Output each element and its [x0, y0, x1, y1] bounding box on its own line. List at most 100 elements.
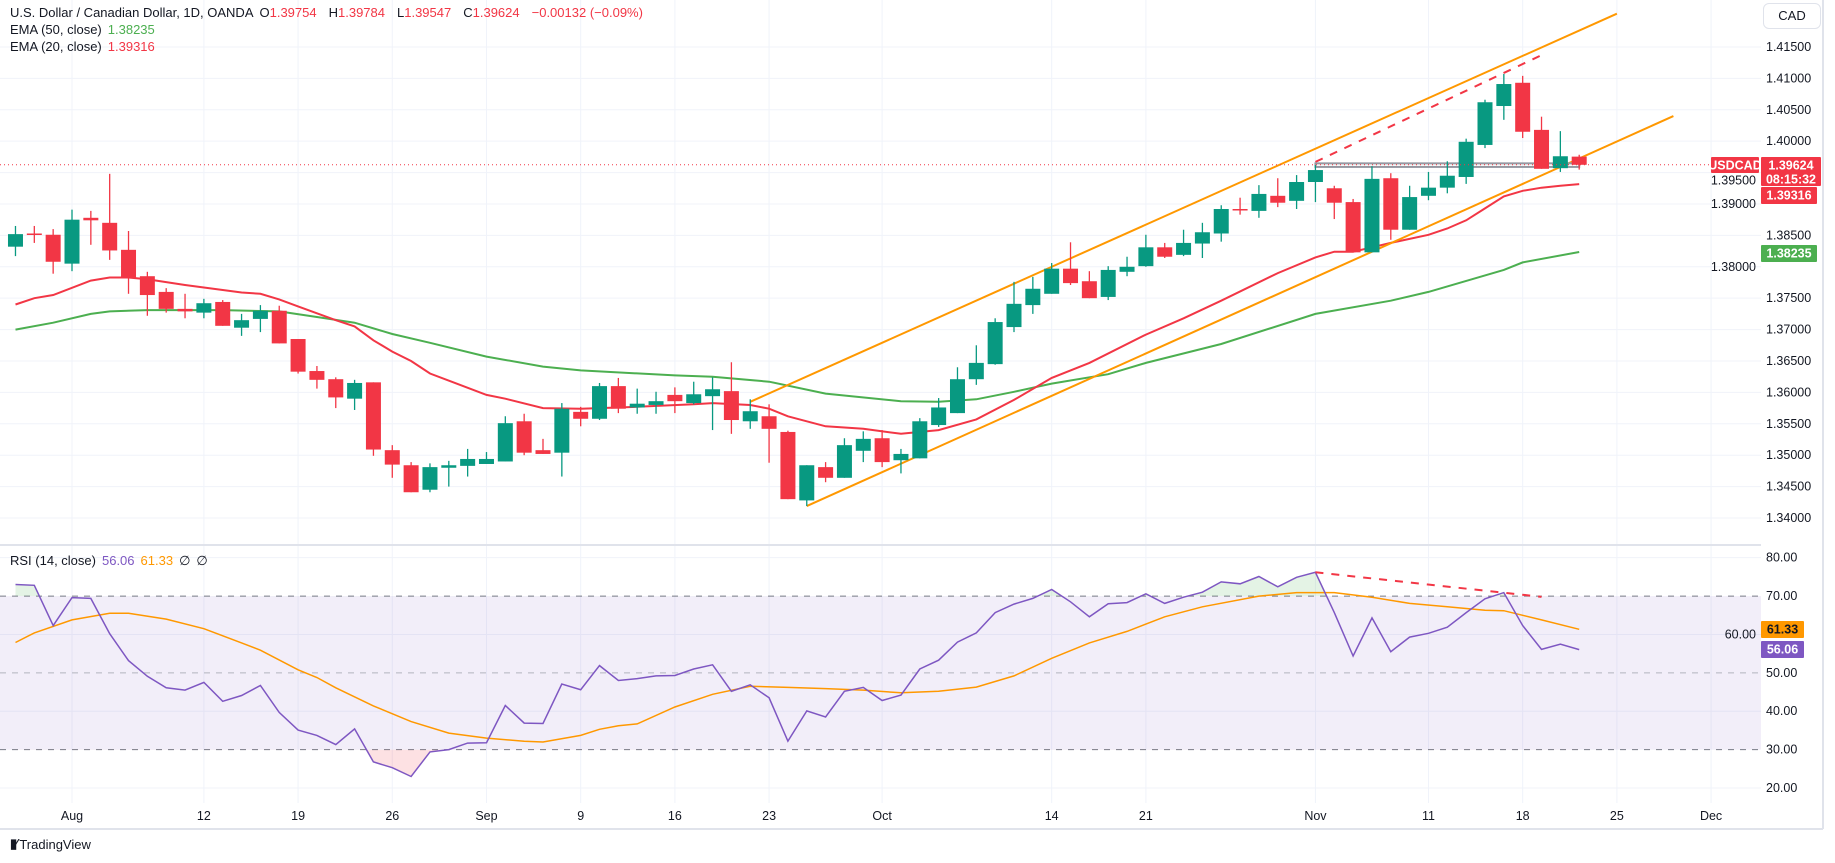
candle-body: [1496, 84, 1512, 107]
close-label: C: [463, 5, 473, 20]
candle-body: [893, 453, 909, 461]
close-value: C1.39624: [463, 5, 525, 20]
time-tick-label: 11: [1422, 809, 1435, 823]
candle-body: [1157, 247, 1173, 257]
time-axis: Aug 12 19 26 Sep 9 16 23 Oct 14 21 Nov 11 18 25 Dec: [61, 809, 1722, 823]
candle-body: [987, 322, 1003, 365]
candle-body: [309, 371, 325, 380]
candle: [384, 445, 400, 478]
candle-body: [328, 379, 344, 398]
candle-body: [45, 234, 61, 262]
candle: [403, 462, 419, 493]
candle-body: [723, 391, 739, 421]
candle: [1119, 256, 1135, 277]
candle: [987, 318, 1003, 365]
candle-body: [1515, 82, 1531, 132]
candle-body: [516, 421, 532, 453]
ema50-line: [15, 251, 1580, 403]
symbol-price-tag-box: [1711, 157, 1759, 173]
candle-body: [705, 389, 721, 397]
candle: [1100, 266, 1116, 301]
ema50-axis-label[interactable]: 1.38235: [1761, 245, 1817, 262]
price-tick-label: 1.39000: [1711, 197, 1756, 211]
low-label: L: [397, 5, 405, 20]
candle: [290, 339, 306, 374]
candle-body: [1251, 193, 1267, 211]
ema50-legend[interactable]: EMA (50, close) 1.38235: [10, 22, 161, 38]
symbol-legend: U.S. Dollar / Canadian Dollar, 1D, OANDA…: [10, 5, 649, 21]
rsi-tick-label: 40.00: [1766, 704, 1797, 718]
price-tick-label: 1.34000: [1766, 511, 1811, 525]
time-tick-label: 23: [762, 809, 776, 823]
ema20-axis-label[interactable]: 1.39316: [1761, 187, 1817, 204]
candle: [328, 377, 344, 409]
candle: [1439, 161, 1455, 194]
ema20-legend[interactable]: EMA (20, close) 1.39316: [10, 39, 161, 55]
candle-body: [1081, 281, 1097, 299]
candle-body: [1364, 178, 1380, 253]
rsi-axis-label[interactable]: 56.06: [1761, 641, 1804, 658]
candle: [347, 379, 363, 410]
candle-body: [83, 217, 99, 221]
candle-body: [1420, 187, 1436, 196]
ema50-label: EMA (50, close): [10, 22, 102, 37]
candle: [874, 430, 890, 468]
candle-body: [1571, 156, 1587, 165]
candle: [1081, 271, 1097, 299]
candle: [1232, 197, 1248, 215]
rsi-ma-axis-label-box: [1761, 621, 1804, 638]
currency-button[interactable]: CAD: [1763, 3, 1821, 29]
candle-body: [535, 450, 551, 454]
ema20-value: 1.39316: [107, 39, 155, 54]
price-tick-label: 1.41000: [1766, 71, 1811, 85]
price-tick-label: 1.37000: [1766, 323, 1811, 337]
rsi-ma-axis-label[interactable]: 61.33: [1761, 621, 1804, 638]
candle-body: [761, 416, 777, 429]
high-label: H: [328, 5, 338, 20]
price-tick-label: 1.40500: [1766, 103, 1811, 117]
price-tick-label: 1.36500: [1766, 354, 1811, 368]
symbol-title: U.S. Dollar / Canadian Dollar, 1D, OANDA: [10, 5, 254, 20]
candle: [855, 431, 871, 463]
candle: [252, 305, 268, 333]
rsi-ma-value: 61.33: [140, 553, 174, 568]
logo-text: TradingView: [19, 836, 91, 852]
candle-body: [1138, 247, 1154, 267]
resistance-dashed-line: [1315, 54, 1542, 163]
time-tick-label: Sep: [475, 809, 497, 823]
tradingview-logo[interactable]: ▮∕ TradingView: [10, 836, 91, 852]
candle: [1383, 173, 1399, 240]
candle: [26, 225, 42, 243]
candle: [478, 452, 494, 464]
candle-body: [7, 234, 23, 247]
candle: [667, 387, 683, 414]
candle-body: [1326, 188, 1342, 203]
candle: [215, 300, 231, 326]
price-tick-label: 1.35000: [1766, 448, 1811, 462]
last-price-label-text: 1.39624: [1768, 159, 1813, 173]
candle-body: [610, 386, 626, 409]
time-tick-label: Dec: [1700, 809, 1722, 823]
candle-body: [1270, 195, 1286, 203]
candle: [309, 366, 325, 389]
time-tick-label: Nov: [1304, 809, 1327, 823]
ema20-line: [15, 183, 1580, 435]
candle: [1477, 99, 1493, 149]
candle-body: [271, 310, 287, 344]
price-tick-label: 1.38000: [1711, 260, 1756, 274]
rsi-legend[interactable]: RSI (14, close) 56.06 61.33 ∅ ∅: [10, 553, 214, 569]
rsi-axis-label-box: [1761, 641, 1804, 658]
rsi-tick-label: 50.00: [1766, 666, 1797, 680]
time-tick-label: Oct: [872, 809, 892, 823]
symbol-price-tag[interactable]: USDCAD: [1708, 157, 1762, 173]
candle-body: [215, 301, 231, 326]
high-number: 1.39784: [338, 5, 385, 20]
candle: [441, 460, 457, 487]
candle-body: [629, 403, 645, 408]
candle-body: [592, 386, 608, 419]
candle: [742, 399, 758, 429]
candle: [102, 173, 118, 260]
candle: [460, 448, 476, 477]
